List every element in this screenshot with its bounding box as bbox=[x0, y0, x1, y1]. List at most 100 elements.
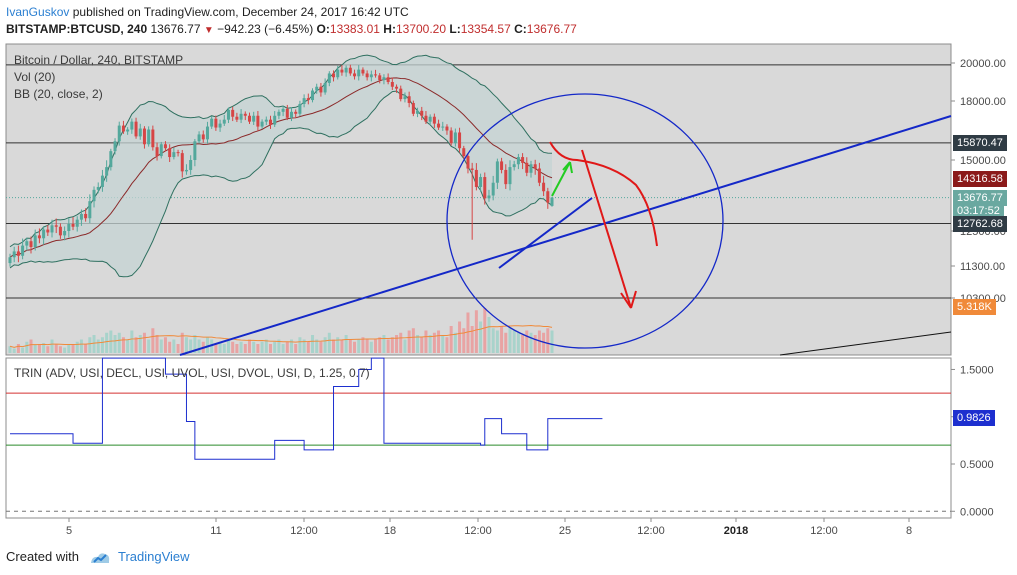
candle-body bbox=[348, 67, 352, 74]
volume-bar bbox=[75, 341, 79, 353]
candle-body bbox=[210, 118, 214, 127]
volume-bar bbox=[222, 344, 226, 353]
volume-bar bbox=[260, 341, 264, 353]
candle-body bbox=[550, 197, 554, 206]
candle-body bbox=[512, 164, 516, 168]
series-legend-title[interactable]: Bitcoin / Dollar, 240, BITSTAMP bbox=[14, 53, 184, 67]
candle-body bbox=[126, 129, 130, 132]
volume-bar bbox=[63, 347, 67, 353]
volume-bar bbox=[344, 335, 348, 353]
volume-bar bbox=[100, 337, 104, 353]
candle-body bbox=[428, 116, 432, 122]
volume-bar bbox=[453, 332, 457, 353]
candle-body bbox=[37, 235, 41, 239]
volume-bar bbox=[218, 341, 222, 353]
candle-body bbox=[273, 115, 277, 125]
volume-bar bbox=[487, 317, 491, 353]
candle-body bbox=[42, 229, 46, 239]
publish-info: IvanGuskov published on TradingView.com,… bbox=[6, 5, 409, 19]
volume-bar bbox=[290, 339, 294, 353]
focus-circle bbox=[446, 93, 724, 349]
volume-bar bbox=[184, 337, 188, 353]
volume-bar bbox=[159, 339, 163, 353]
low-label: L: bbox=[449, 22, 461, 36]
volume-bar bbox=[403, 339, 407, 353]
volume-bar bbox=[231, 341, 235, 353]
candle-body bbox=[487, 195, 491, 199]
volume-bar bbox=[390, 337, 394, 353]
volume-bar bbox=[416, 335, 420, 353]
bollinger-basis-line bbox=[9, 77, 553, 258]
close-label: C: bbox=[514, 22, 527, 36]
trin-tick-label: 0.0000 bbox=[960, 506, 994, 518]
trin-legend[interactable]: TRIN (ADV, USI, DECL, USI, UVOL, USI, DV… bbox=[14, 366, 370, 380]
low-value: 13354.57 bbox=[460, 22, 511, 36]
volume-bar bbox=[474, 310, 478, 353]
candle-body bbox=[365, 73, 369, 78]
author-link[interactable]: IvanGuskov bbox=[6, 5, 70, 19]
volume-bar bbox=[424, 330, 428, 353]
tradingview-brand-link[interactable]: TradingView bbox=[118, 549, 190, 564]
volume-legend[interactable]: Vol (20) bbox=[14, 70, 56, 84]
volume-bar bbox=[243, 344, 247, 353]
volume-bar bbox=[16, 344, 20, 353]
volume-bar bbox=[121, 337, 125, 353]
time-tick-label: 12:00 bbox=[810, 525, 838, 537]
candle-body bbox=[260, 121, 264, 127]
candle-body bbox=[79, 213, 83, 220]
red-projection-curve bbox=[549, 141, 658, 247]
volume-bar bbox=[550, 330, 554, 353]
price-label-box: 03:17:52 bbox=[953, 203, 1004, 220]
candle-body bbox=[483, 177, 487, 199]
volume-bar bbox=[252, 341, 256, 353]
time-tick-label: 12:00 bbox=[464, 525, 492, 537]
candle-body bbox=[361, 69, 365, 74]
candle-body bbox=[84, 213, 88, 219]
candle-body bbox=[504, 169, 508, 185]
price-tick-label: 15000.00 bbox=[960, 155, 1006, 167]
volume-bar bbox=[542, 332, 546, 353]
price-label-box: 5.318K bbox=[953, 298, 996, 315]
price-tick-label: 11300.00 bbox=[960, 261, 1005, 273]
candle-body bbox=[420, 110, 424, 116]
candle-body bbox=[29, 241, 33, 248]
volume-bar bbox=[500, 326, 504, 353]
volume-bar bbox=[268, 344, 272, 353]
candle-body bbox=[54, 225, 58, 227]
candle-body bbox=[466, 156, 470, 169]
candle-body bbox=[340, 69, 344, 73]
price-label-box: 15870.47 bbox=[953, 134, 1007, 151]
candle-body bbox=[92, 189, 96, 202]
candle-body bbox=[311, 90, 315, 101]
volume-bar bbox=[369, 341, 373, 353]
candle-body bbox=[353, 73, 357, 77]
trin-value-box: 0.9826 bbox=[953, 410, 995, 427]
volume-bar bbox=[311, 335, 315, 353]
candle-body bbox=[163, 144, 167, 149]
candle-body bbox=[21, 245, 25, 256]
candle-body bbox=[403, 96, 407, 100]
volume-bar bbox=[12, 348, 16, 353]
volume-bar bbox=[138, 335, 142, 353]
candle-body bbox=[546, 191, 550, 203]
volume-bar bbox=[357, 339, 361, 353]
candle-body bbox=[521, 157, 525, 163]
volume-bar bbox=[294, 344, 298, 353]
bollinger-legend[interactable]: BB (20, close, 2) bbox=[14, 87, 103, 101]
candle-body bbox=[105, 167, 109, 176]
price-tick-label: 20000.00 bbox=[960, 58, 1006, 70]
volume-bar bbox=[512, 330, 516, 353]
volume-bar bbox=[79, 339, 83, 353]
candle-body bbox=[151, 129, 155, 148]
candle-body bbox=[256, 115, 260, 127]
candle-body bbox=[491, 182, 495, 196]
candle-body bbox=[201, 134, 205, 140]
volume-bar bbox=[491, 328, 495, 353]
candle-body bbox=[121, 125, 125, 132]
green-arrowhead-icon bbox=[562, 161, 573, 174]
candle-body bbox=[500, 161, 504, 170]
candle-body bbox=[516, 157, 520, 165]
candle-body bbox=[424, 115, 428, 122]
volume-bar bbox=[365, 339, 369, 353]
